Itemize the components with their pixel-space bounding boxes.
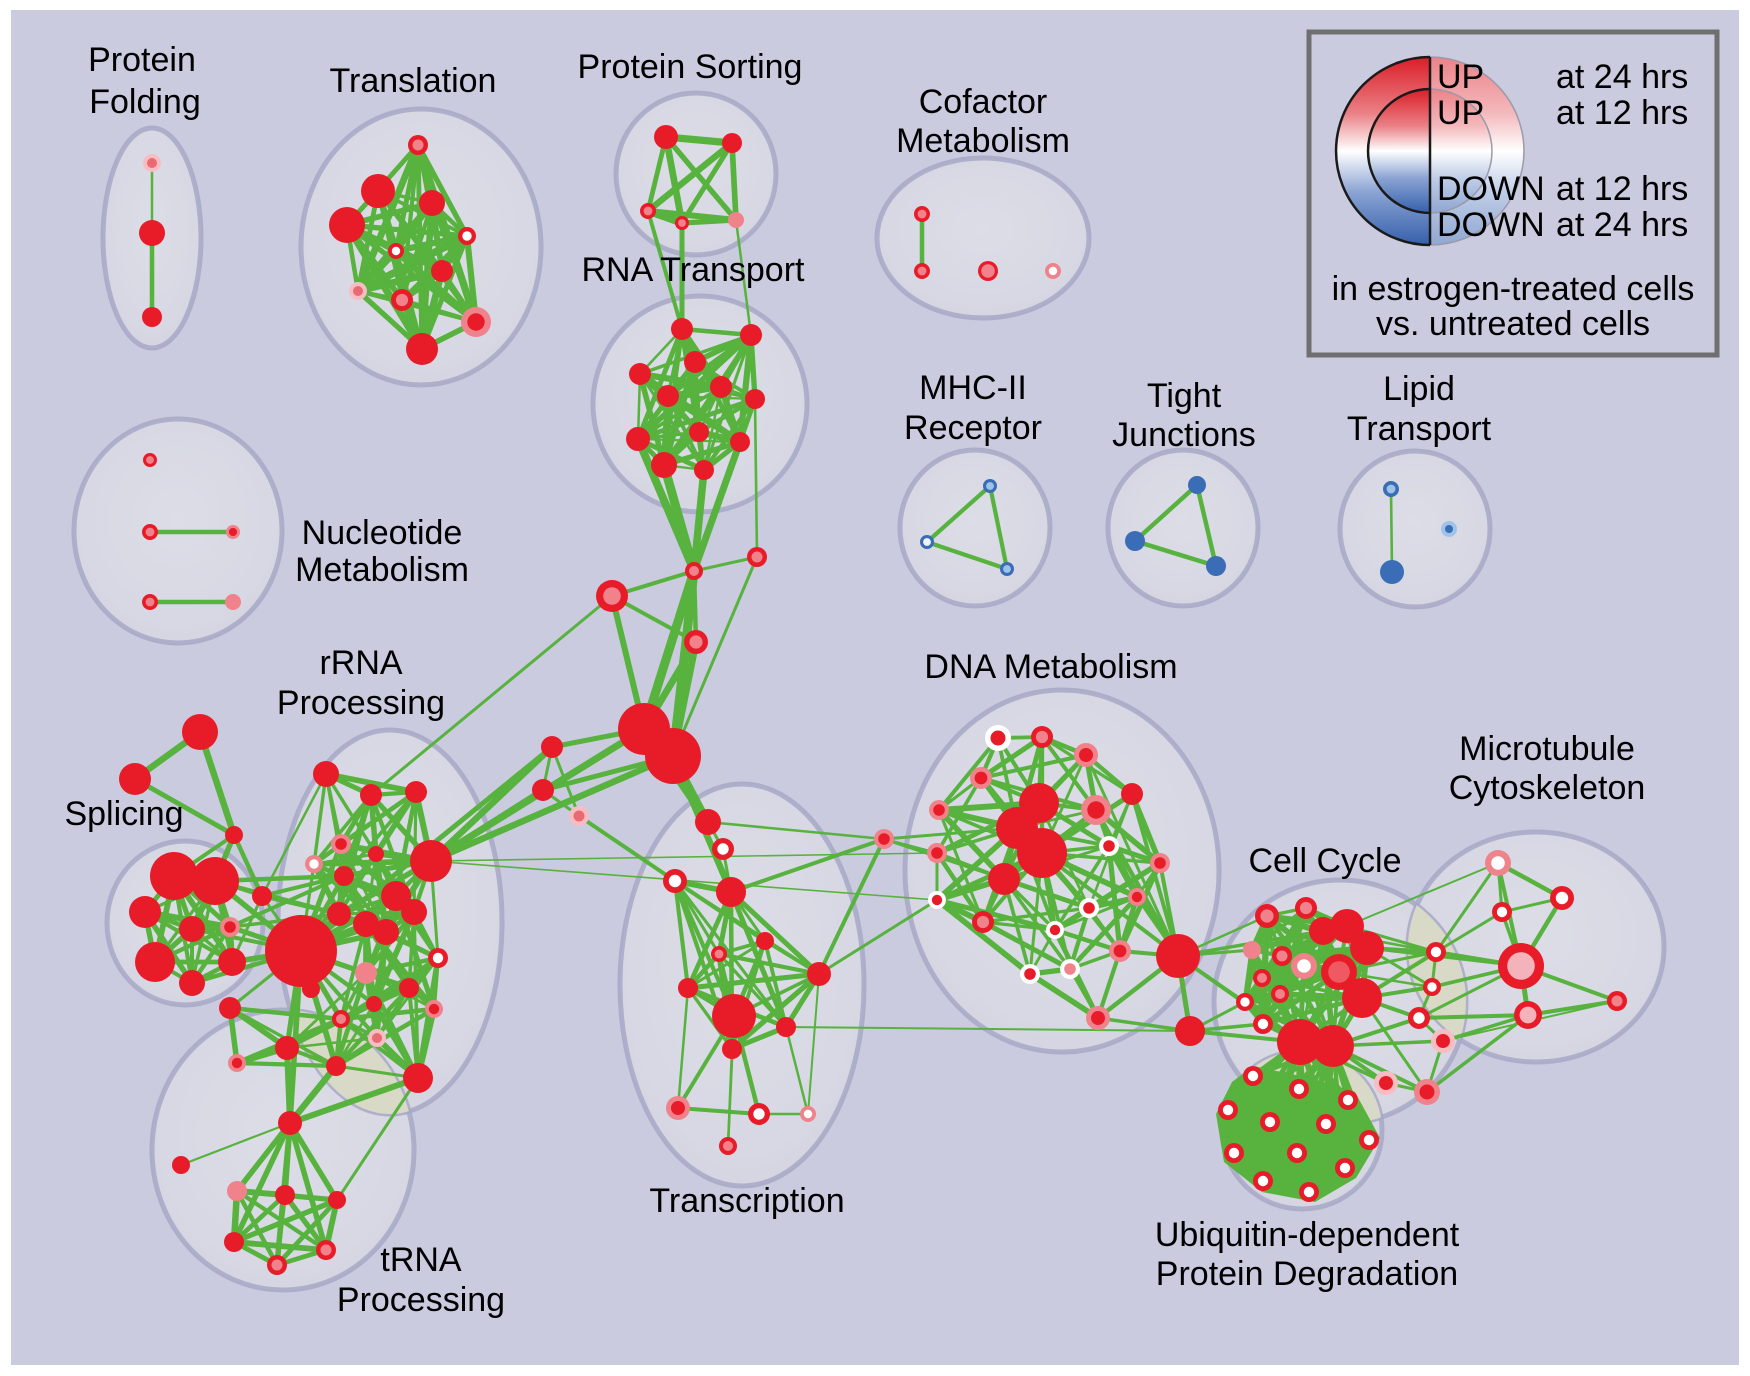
svg-text:Receptor: Receptor	[904, 409, 1042, 447]
svg-text:Protein Sorting: Protein Sorting	[578, 48, 803, 86]
svg-text:vs. untreated cells: vs. untreated cells	[1376, 305, 1650, 343]
svg-text:Processing: Processing	[337, 1281, 505, 1319]
svg-text:Processing: Processing	[277, 684, 445, 722]
svg-text:Cofactor: Cofactor	[919, 83, 1048, 121]
svg-text:tRNA: tRNA	[380, 1241, 462, 1279]
svg-text:Transport: Transport	[1347, 410, 1492, 448]
svg-text:at 12 hrs: at 12 hrs	[1556, 94, 1688, 132]
svg-text:at 12 hrs: at 12 hrs	[1556, 170, 1688, 208]
svg-text:Cytoskeleton: Cytoskeleton	[1449, 769, 1646, 807]
svg-text:Metabolism: Metabolism	[896, 122, 1070, 160]
svg-text:Cell Cycle: Cell Cycle	[1248, 842, 1401, 880]
svg-text:UP: UP	[1437, 94, 1484, 132]
svg-text:UP: UP	[1437, 58, 1484, 96]
svg-text:MHC-II: MHC-II	[919, 369, 1027, 407]
svg-text:RNA Transport: RNA Transport	[582, 251, 806, 289]
svg-text:Ubiquitin-dependent: Ubiquitin-dependent	[1155, 1216, 1460, 1254]
svg-text:DOWN: DOWN	[1437, 170, 1545, 208]
svg-text:Splicing: Splicing	[64, 795, 183, 833]
svg-text:at 24 hrs: at 24 hrs	[1556, 58, 1688, 96]
svg-text:Microtubule: Microtubule	[1459, 730, 1635, 768]
svg-text:DOWN: DOWN	[1437, 206, 1545, 244]
svg-text:Protein Degradation: Protein Degradation	[1156, 1255, 1458, 1293]
svg-text:Junctions: Junctions	[1112, 416, 1256, 454]
svg-text:Protein: Protein	[88, 41, 196, 79]
svg-text:Folding: Folding	[89, 83, 201, 121]
svg-text:Metabolism: Metabolism	[295, 551, 469, 589]
svg-text:at 24 hrs: at 24 hrs	[1556, 206, 1688, 244]
svg-text:Tight: Tight	[1147, 377, 1222, 415]
svg-text:rRNA: rRNA	[319, 644, 402, 682]
svg-text:Lipid: Lipid	[1383, 370, 1455, 408]
svg-text:Transcription: Transcription	[649, 1182, 844, 1220]
svg-text:in estrogen-treated cells: in estrogen-treated cells	[1332, 270, 1695, 308]
svg-text:DNA Metabolism: DNA Metabolism	[924, 648, 1177, 686]
svg-text:Translation: Translation	[330, 62, 497, 100]
svg-text:Nucleotide: Nucleotide	[302, 514, 463, 552]
